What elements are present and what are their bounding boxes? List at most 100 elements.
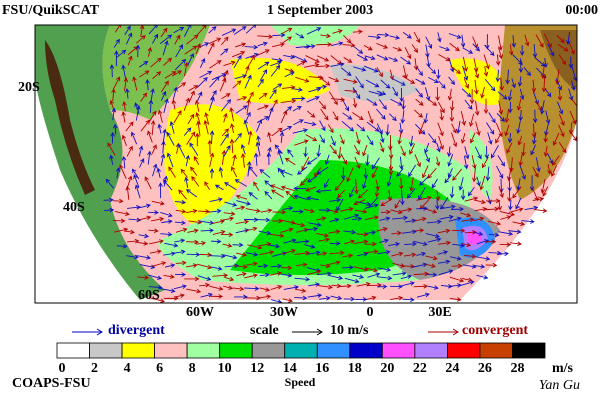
- wind-vector: [244, 286, 260, 291]
- wind-vector: [177, 143, 186, 158]
- wind-vector: [233, 54, 242, 69]
- wind-vector: [208, 26, 217, 34]
- header-left: FSU/QuikSCAT: [2, 3, 100, 18]
- wind-vector: [149, 239, 164, 245]
- wind-vector: [337, 189, 346, 199]
- wind-vector: [507, 176, 512, 192]
- wind-vector: [231, 166, 238, 178]
- lat-label: 40S: [63, 200, 85, 215]
- wind-vector: [270, 64, 281, 77]
- wind-vector: [376, 108, 386, 120]
- wind-vector: [208, 96, 215, 112]
- wind-vector: [496, 112, 505, 122]
- wind-vector: [460, 132, 466, 144]
- colorbar-unit: m/s: [552, 361, 574, 376]
- wind-vector: [389, 284, 403, 289]
- wind-vector: [220, 216, 235, 221]
- wind-vector: [210, 90, 217, 101]
- wind-vector: [403, 252, 417, 258]
- colorbar-cell: [121, 342, 155, 359]
- wind-vector: [439, 109, 444, 121]
- wind-vector: [258, 242, 272, 247]
- wind-vector: [535, 101, 543, 111]
- wind-vector: [138, 145, 144, 157]
- wind-vector: [495, 122, 503, 138]
- wind-vector: [316, 84, 328, 90]
- wind-vector: [124, 229, 135, 235]
- wind-vector: [175, 209, 187, 214]
- wind-vector: [232, 286, 245, 292]
- wind-vector: [495, 133, 501, 144]
- wind-vector: [269, 89, 277, 100]
- wind-vector: [416, 66, 423, 77]
- wind-vector: [342, 100, 349, 112]
- wind-vector: [516, 178, 521, 191]
- wind-vector: [245, 25, 257, 34]
- wind-vector: [499, 210, 516, 217]
- wind-vector: [543, 145, 549, 157]
- wind-vector: [569, 42, 575, 55]
- wind-vector: [364, 203, 379, 209]
- wind-vector: [380, 209, 391, 215]
- wind-vector: [378, 238, 389, 244]
- wind-vector: [174, 199, 187, 205]
- wind-vector: [329, 144, 337, 155]
- wind-vector: [462, 47, 474, 54]
- wind-vector: [234, 264, 248, 270]
- wind-vector: [243, 119, 250, 134]
- wind-vector: [540, 178, 546, 194]
- wind-vector: [320, 108, 329, 121]
- wind-vector: [376, 43, 389, 49]
- wind-vector: [367, 110, 374, 124]
- wind-vector: [119, 164, 127, 179]
- wind-vector: [150, 88, 155, 101]
- wind-vector: [328, 229, 341, 235]
- wind-vector: [246, 98, 251, 114]
- wind-vector: [388, 241, 401, 247]
- wind-vector: [271, 127, 283, 137]
- wind-vector: [144, 176, 152, 190]
- colorbar-cell: [154, 342, 188, 359]
- wind-vector: [166, 152, 174, 168]
- wind-vector: [440, 204, 456, 210]
- wind-vector: [330, 62, 345, 67]
- wind-vector: [229, 138, 235, 154]
- wind-vector: [257, 34, 274, 39]
- wind-vector: [343, 213, 360, 220]
- wind-vector: [111, 107, 117, 121]
- andes: [45, 40, 95, 195]
- wind-vector: [425, 152, 431, 163]
- wind-vector: [402, 75, 416, 84]
- colorbar-cell: [349, 342, 383, 359]
- wind-vector: [173, 27, 185, 34]
- wind-vector: [292, 87, 303, 92]
- wind-vector: [399, 87, 404, 103]
- colorbar-tick-label: 2: [91, 361, 98, 376]
- wind-vector: [234, 74, 247, 80]
- wind-vector: [378, 99, 387, 110]
- wind-vector: [220, 48, 229, 56]
- wind-vector: [352, 29, 363, 35]
- wind-vector: [199, 58, 206, 69]
- wind-vector: [448, 33, 462, 39]
- wind-vector: [365, 79, 380, 88]
- wind-vector: [220, 232, 234, 238]
- wind-vector: [449, 110, 455, 122]
- wind-vector: [469, 113, 475, 127]
- wind-vector: [236, 95, 248, 101]
- wind-vector: [524, 205, 539, 211]
- wind-vector: [545, 110, 551, 125]
- wind-vector: [530, 144, 536, 156]
- wind-vector: [173, 110, 182, 124]
- wind-vector: [283, 238, 297, 244]
- colorbar-tick-label: 26: [478, 361, 492, 376]
- wind-vector: [435, 87, 440, 102]
- legend-scale: scale: [250, 323, 279, 338]
- wind-vector: [355, 132, 361, 145]
- wind-vector: [287, 149, 294, 158]
- wind-vector: [402, 297, 415, 303]
- wind-vector: [277, 149, 284, 165]
- wind-vector: [244, 74, 252, 89]
- wind-vector: [257, 78, 264, 88]
